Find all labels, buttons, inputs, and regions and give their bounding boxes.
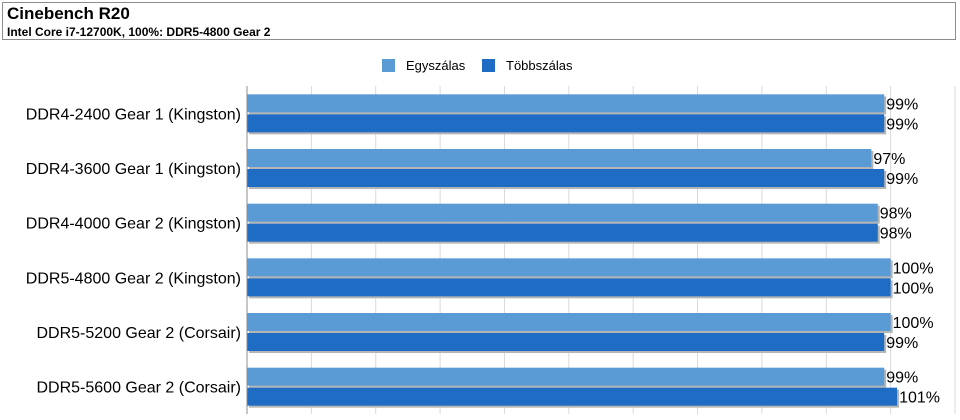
- value-label-2-0: 98%: [880, 206, 912, 223]
- bar-3-1: [247, 278, 891, 297]
- bar-4-0: [247, 313, 891, 331]
- bar-2-1: [247, 223, 878, 242]
- value-label-3-0: 100%: [893, 260, 934, 277]
- category-label-3: DDR5-4800 Gear 2 (Kingston): [26, 270, 241, 287]
- category-label-5: DDR5-5600 Gear 2 (Corsair): [36, 380, 241, 397]
- value-label-1-0: 97%: [873, 151, 905, 168]
- chart-legend: Egyszálas Többszálas: [382, 58, 573, 73]
- chart-title-box: Cinebench R20 Intel Core i7-12700K, 100%…: [2, 2, 956, 40]
- bar-1-1: [247, 169, 885, 187]
- category-label-2: DDR4-4000 Gear 2 (Kingston): [26, 216, 241, 233]
- legend-swatch-0: [382, 59, 395, 72]
- chart-labels: 99% 99% DDR4-2400 Gear 1 (Kingston) 97% 99% D…: [26, 96, 940, 406]
- bar-5-1: [247, 387, 898, 406]
- value-label-5-1: 101%: [899, 390, 940, 407]
- bar-5-0: [247, 367, 885, 386]
- value-label-1-1: 99%: [886, 171, 918, 188]
- category-label-0: DDR4-2400 Gear 1 (Kingston): [26, 106, 241, 123]
- value-label-4-0: 100%: [893, 315, 934, 332]
- value-label-0-0: 99%: [886, 96, 918, 113]
- legend-swatch-1: [482, 59, 495, 72]
- chart-subtitle: Intel Core i7-12700K, 100%: DDR5-4800 Ge…: [7, 25, 271, 39]
- legend-label-1: Többszálas: [506, 58, 573, 73]
- category-label-1: DDR4-3600 Gear 1 (Kingston): [26, 161, 241, 178]
- bar-0-0: [247, 94, 885, 113]
- value-label-2-1: 98%: [880, 226, 912, 243]
- value-label-5-0: 99%: [886, 370, 918, 387]
- chart-grid: [310, 86, 956, 414]
- bar-4-1: [247, 333, 885, 351]
- value-label-3-1: 100%: [893, 280, 934, 297]
- legend-label-0: Egyszálas: [406, 58, 466, 73]
- bar-3-0: [247, 258, 891, 277]
- bar-1-0: [247, 149, 872, 167]
- value-label-0-1: 99%: [886, 116, 918, 133]
- chart-bars: [247, 94, 900, 408]
- value-label-4-1: 99%: [886, 335, 918, 352]
- category-label-4: DDR5-5200 Gear 2 (Corsair): [36, 325, 241, 342]
- chart-title: Cinebench R20: [7, 4, 130, 23]
- bar-2-0: [247, 203, 878, 222]
- bar-0-1: [247, 114, 885, 133]
